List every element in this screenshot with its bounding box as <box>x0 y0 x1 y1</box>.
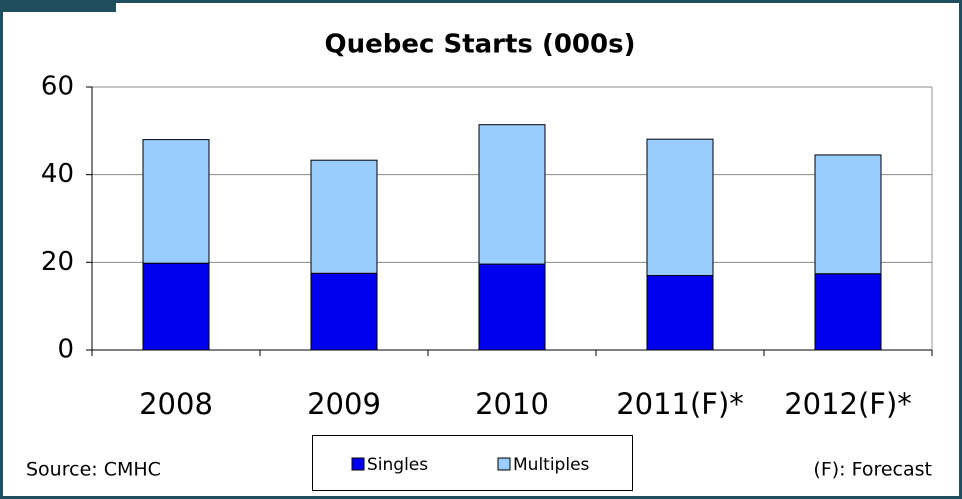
x-tick-label: 2012(F)* <box>784 387 912 421</box>
legend-swatch <box>497 457 511 471</box>
bar-segment <box>478 124 546 265</box>
x-tick-label: 2010 <box>475 387 549 421</box>
tab <box>0 0 116 12</box>
bar-segment <box>646 138 714 276</box>
bar-segment <box>310 159 378 274</box>
bar-segment <box>646 274 714 351</box>
bar-segment <box>142 262 210 351</box>
x-tick-label: 2011(F)* <box>616 387 744 421</box>
y-tick-label: 60 <box>41 72 74 102</box>
x-tick-label: 2009 <box>307 387 381 421</box>
legend-label: Singles <box>367 455 428 475</box>
bar-segment <box>814 154 882 275</box>
y-tick-label: 40 <box>41 159 74 189</box>
y-tick-label: 0 <box>57 335 74 365</box>
bar-segment <box>142 139 210 264</box>
legend-label: Multiples <box>513 455 590 475</box>
bar-segment <box>814 273 882 351</box>
bar-segment <box>478 263 546 351</box>
bar-segment <box>310 272 378 351</box>
forecast-note: (F): Forecast <box>813 459 932 481</box>
legend-swatch <box>351 457 365 471</box>
x-tick-label: 2008 <box>139 387 213 421</box>
y-tick-label: 20 <box>41 247 74 277</box>
legend-box <box>312 435 633 491</box>
source-note: Source: CMHC <box>26 459 161 481</box>
chart-title: Quebec Starts (000s) <box>325 30 636 60</box>
